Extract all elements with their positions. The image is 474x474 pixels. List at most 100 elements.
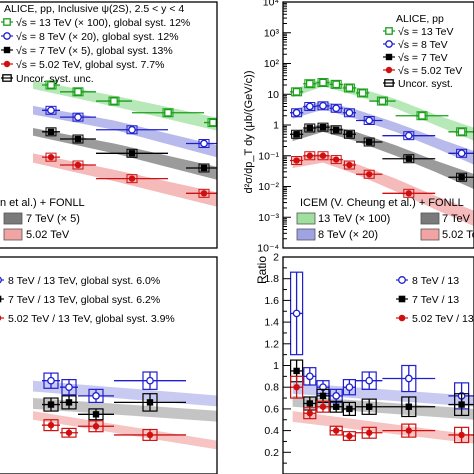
data-point (74, 161, 82, 169)
data-point (200, 164, 208, 172)
syst-box (330, 103, 342, 113)
data-point (333, 427, 340, 434)
legend-marker (0, 315, 2, 321)
legend-marker (384, 79, 394, 87)
data-point (292, 87, 301, 96)
data-point (110, 97, 118, 105)
syst-box (401, 423, 417, 438)
right-legend-entry-7tev: √s = 7 TeV (398, 52, 448, 64)
data-point (319, 392, 327, 400)
data-point (405, 190, 412, 197)
data-point (65, 399, 73, 406)
left-ratio-legend: 8 TeV / 13 TeV, global syst. 6.0% 7 TeV … (8, 275, 175, 325)
data-point (319, 152, 327, 159)
syst-box (304, 79, 316, 89)
right-ratio-legend-7tev: 7 TeV / 13 (412, 294, 459, 306)
syst-box (343, 83, 355, 93)
syst-box (317, 122, 329, 132)
data-point (458, 431, 465, 439)
syst-box (342, 431, 356, 441)
right-legend-entry-uncor: Uncor. syst. (398, 78, 453, 90)
model-band-2 (33, 411, 217, 450)
syst-box (361, 426, 377, 439)
left-ratio-legend-7tev: 7 TeV / 13 TeV, global syst. 6.2% (8, 294, 160, 306)
data-point (47, 421, 55, 429)
data-point (345, 383, 354, 392)
data-point (74, 135, 82, 143)
y-tick-label: 1 (273, 120, 279, 132)
data-point (333, 403, 340, 410)
syst-box (343, 129, 355, 139)
legend-marker (0, 276, 2, 284)
data-point (209, 118, 217, 127)
data-point (47, 81, 55, 89)
data-point (457, 127, 466, 136)
data-point (306, 124, 313, 132)
data-point (293, 367, 300, 375)
syst-box (403, 188, 415, 198)
data-point (458, 174, 465, 181)
syst-box (291, 129, 303, 139)
panel-frame (0, 1, 218, 249)
syst-box (316, 400, 330, 413)
legend-swatch (420, 228, 440, 241)
legend-marker (385, 27, 393, 35)
plot-area (33, 371, 217, 450)
syst-box (456, 172, 468, 182)
syst-box (45, 105, 57, 115)
y-tick-label: 1 (273, 360, 279, 372)
left-legend-entry-5tev: √s = 5.02 TeV, global syst. 7.7% (16, 59, 164, 71)
data-point (47, 401, 55, 408)
legend-marker (3, 60, 11, 68)
data-point (128, 125, 136, 134)
syst-box (61, 395, 77, 410)
legend-swatch (420, 212, 440, 225)
syst-box (303, 407, 317, 420)
right-model-entry-7tev: 7 TeV (442, 213, 471, 225)
syst-box (43, 419, 59, 432)
syst-box (61, 427, 77, 438)
data-point (404, 374, 413, 383)
left-legend-entry-7tev: √s = 7 TeV (× 5), global syst. 13% (16, 45, 173, 57)
data-point (292, 108, 301, 117)
left-ratio-legend-8tev: 8 TeV / 13 TeV, global syst. 6.0% (8, 275, 160, 287)
right-legend-header: ALICE, pp (396, 13, 444, 25)
data-point (128, 150, 136, 157)
syst-box (43, 397, 59, 412)
legend-marker (385, 53, 393, 61)
data-point (333, 156, 340, 163)
legend-marker (398, 295, 406, 303)
legend-marker (398, 314, 406, 322)
data-point (365, 376, 374, 385)
model-band-1 (33, 398, 217, 422)
data-point (366, 138, 373, 146)
syst-box (291, 108, 303, 118)
syst-box (416, 111, 428, 121)
syst-box (401, 364, 417, 393)
left-legend-markers (0, 18, 23, 321)
data-point (92, 423, 100, 430)
right-top-y-axis-label: d²σ/dp_T dy (μb/(GeV/c)) (243, 71, 255, 194)
y-tick-label: 1.8 (264, 273, 279, 285)
data-point (92, 392, 100, 400)
panel-frame (0, 256, 218, 474)
syst-box (456, 148, 468, 158)
legend-marker (385, 66, 393, 74)
data-point (333, 126, 340, 133)
right-model-entry-5tev: 5.02 TeV (442, 229, 474, 241)
syst-box (198, 163, 210, 173)
syst-box (454, 393, 470, 417)
legend-swatch (3, 228, 23, 241)
data-point (345, 108, 354, 117)
data-point (332, 392, 341, 400)
y-tick-label: 10⁴ (263, 0, 279, 9)
data-point (65, 429, 73, 436)
left-legend-entry-13tev: √s = 13 TeV (× 100), global syst. 12% (16, 17, 190, 29)
syst-box (376, 96, 388, 106)
right-model-entry-13tev: 13 TeV (× 100) (318, 213, 390, 225)
syst-box (361, 398, 377, 415)
data-point (47, 128, 55, 136)
legend-marker (398, 276, 406, 284)
data-point (306, 152, 313, 159)
syst-box (343, 108, 355, 118)
